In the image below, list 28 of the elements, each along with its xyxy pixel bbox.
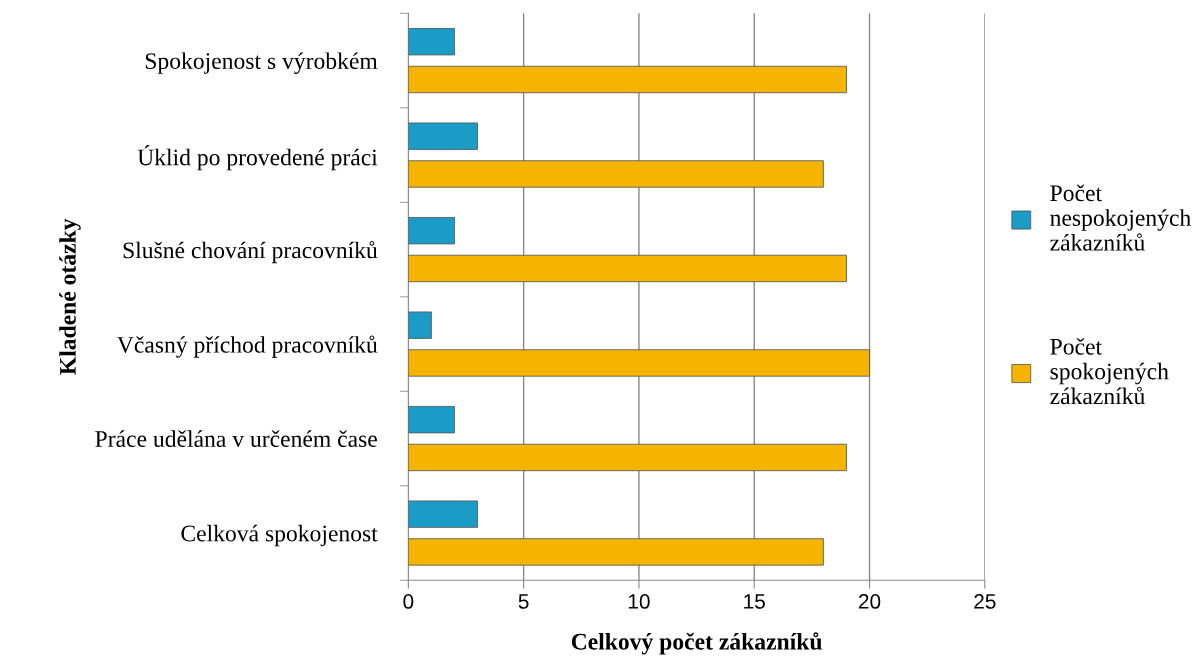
bar (408, 311, 432, 339)
x-tick-label: 15 (744, 594, 765, 609)
y-tick-label: Včasný příchod pracovníků (117, 335, 378, 358)
legend-label: Počet spokojených zákazníků (1050, 338, 1169, 405)
bar (408, 406, 455, 434)
bar (408, 122, 478, 150)
y-axis-title: Kladené otázky (59, 218, 81, 375)
y-tick-label: Celková spokojenost (181, 524, 378, 547)
bar (408, 443, 847, 472)
bar (408, 217, 455, 245)
bar (408, 254, 847, 283)
bar (408, 500, 478, 528)
bar (408, 28, 455, 56)
y-tick-label: Slušné chování pracovníků (123, 241, 378, 264)
bar (408, 160, 824, 188)
x-tick-label: 0 (403, 594, 414, 609)
y-tick-label: Spokojenost s výrobkém (145, 52, 378, 74)
x-tick-label: 20 (858, 594, 881, 609)
bar (408, 65, 847, 94)
x-tick-label: 5 (518, 594, 529, 609)
x-tick-label: 25 (974, 594, 996, 609)
x-tick-label: 10 (628, 594, 650, 609)
y-tick-label: Úklid po provedené práci (137, 144, 378, 171)
x-axis-title: Celkový počet zákazníků (571, 632, 822, 655)
bar (408, 349, 870, 377)
bar (408, 538, 824, 566)
y-tick-label: Práce udělána v určeném čase (95, 430, 377, 447)
legend-label: Počet nespokojených zákazníků (1050, 184, 1191, 251)
